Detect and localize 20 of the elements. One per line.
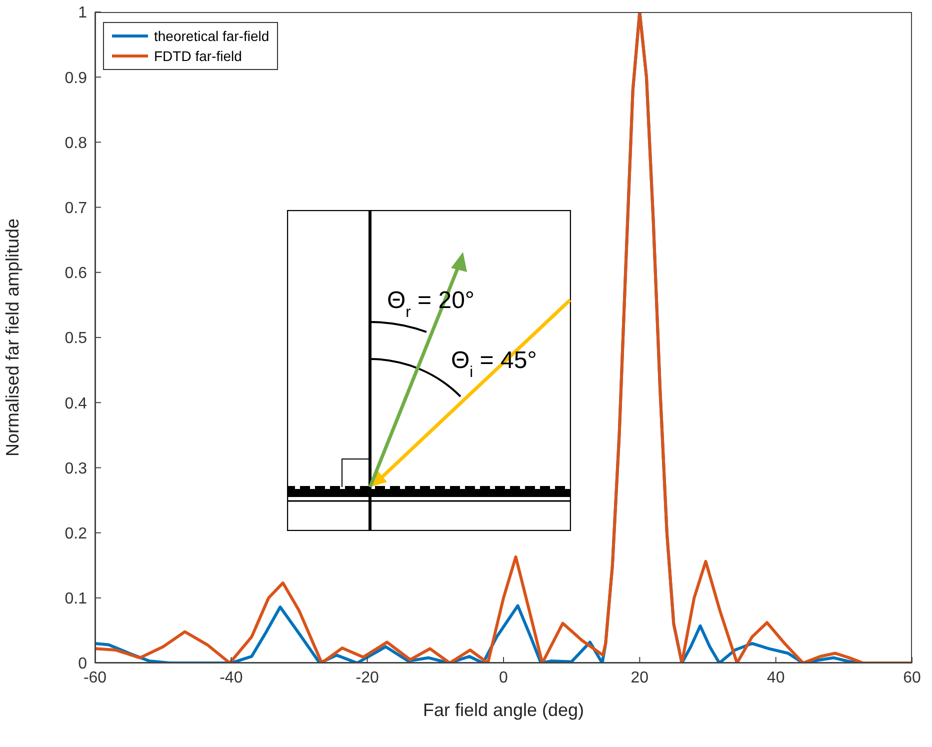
y-tick-label: 0.2 (64, 525, 88, 542)
x-tick-label: 0 (499, 669, 508, 686)
y-tick-label: 0.9 (64, 70, 88, 87)
x-axis-title: Far field angle (deg) (422, 700, 584, 720)
y-tick-label: 0.8 (64, 134, 88, 152)
x-tick-label: -40 (220, 669, 243, 686)
legend-label: theoretical far-field (154, 27, 270, 46)
x-tick-label: 20 (630, 669, 649, 686)
x-tick-label: 60 (903, 669, 921, 686)
x-tick-label: -20 (356, 669, 379, 686)
y-axis-title: Normalised far field amplitude (2, 218, 22, 457)
y-tick-label: 0.5 (64, 330, 88, 348)
y-tick-label: 1 (78, 4, 88, 22)
y-tick-label: 0.7 (64, 200, 88, 217)
legend-label: FDTD far-field (154, 47, 242, 66)
y-tick-label: 0.1 (64, 590, 88, 608)
x-tick-label: 40 (766, 669, 785, 686)
y-tick-label: 0.6 (64, 265, 88, 282)
y-tick-label: 0.4 (64, 395, 88, 412)
y-tick-label: 0.3 (64, 460, 88, 478)
